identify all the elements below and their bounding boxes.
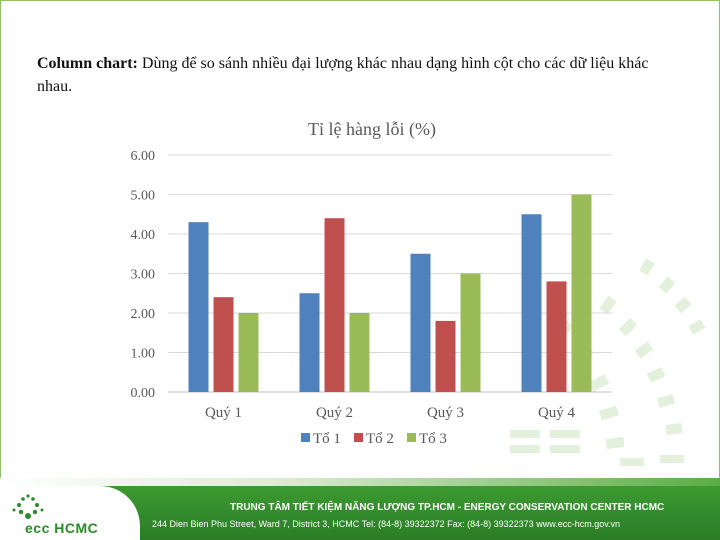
legend-label: Tổ 2 [366, 431, 394, 447]
bars [188, 194, 592, 392]
y-tick-label: 0.00 [131, 386, 156, 401]
y-tick-label: 1.00 [131, 347, 156, 362]
logo-text: ecc HCMC [25, 520, 99, 536]
footer-gradient-strip [0, 478, 720, 488]
y-tick-label: 2.00 [131, 307, 156, 322]
bar-1-3 [410, 253, 431, 392]
intro-body: Dùng để so sánh nhiều đại lượng khác nha… [37, 55, 649, 95]
bar-1-4 [521, 214, 542, 392]
intro-paragraph: Column chart: Dùng để so sánh nhiều đại … [37, 52, 687, 98]
bar-1-2 [299, 293, 320, 392]
x-tick-label: Quý 3 [427, 405, 464, 421]
y-tick-label: 3.00 [131, 268, 156, 283]
bar-3-2 [349, 313, 370, 392]
x-axis-ticks: Quý 1 Quý 2 Quý 3 Quý 4 [205, 405, 576, 421]
bar-2-3 [435, 320, 456, 392]
y-axis-ticks: 0.00 1.00 2.00 3.00 4.00 5.00 6.00 [131, 149, 156, 401]
legend: Tổ 1 Tổ 2 Tổ 3 [301, 431, 447, 447]
y-tick-label: 4.00 [131, 228, 156, 243]
bar-2-1 [213, 297, 234, 392]
bar-1-1 [188, 222, 209, 392]
y-tick-label: 5.00 [131, 189, 156, 204]
bar-3-1 [238, 313, 259, 392]
x-tick-label: Quý 2 [316, 405, 353, 421]
x-tick-label: Quý 1 [205, 405, 242, 421]
legend-swatch [301, 433, 310, 442]
intro-lead: Column chart: [37, 55, 138, 72]
footer-org-name: TRUNG TÂM TIẾT KIỆM NĂNG LƯỢNG TP.HCM - … [230, 502, 665, 513]
legend-swatch [407, 433, 416, 442]
bar-2-2 [324, 218, 345, 392]
bar-2-4 [546, 281, 567, 392]
column-chart: Tỉ lệ hàng lỗi (%) 0.00 1.00 2.00 3.00 4.00 5… [131, 119, 612, 447]
legend-label: Tổ 1 [313, 431, 341, 447]
footer-contact: 244 Dien Bien Phu Street, Ward 7, Distri… [152, 519, 621, 529]
legend-label: Tổ 3 [419, 431, 447, 447]
legend-swatch [354, 433, 363, 442]
bar-3-4 [571, 194, 592, 392]
ecc-logo-icon [12, 494, 44, 519]
chart-title: Tỉ lệ hàng lỗi (%) [308, 119, 436, 140]
y-tick-label: 6.00 [131, 149, 156, 164]
bar-3-3 [460, 273, 481, 392]
x-tick-label: Quý 4 [538, 405, 576, 421]
gridlines [168, 154, 612, 393]
logo-panel [0, 486, 140, 540]
